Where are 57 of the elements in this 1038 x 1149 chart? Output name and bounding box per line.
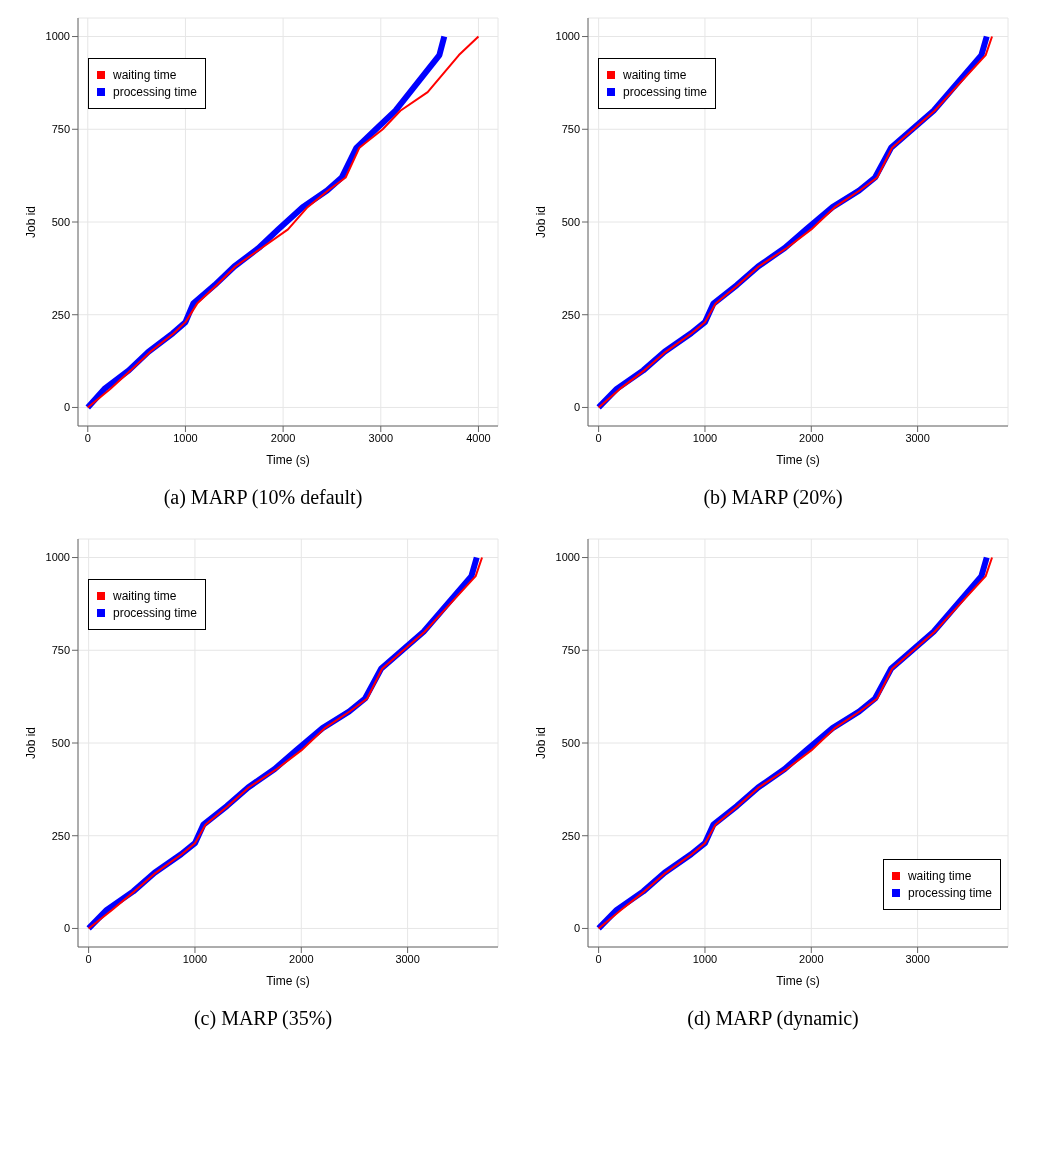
y-tick-label: 250 bbox=[561, 308, 580, 321]
y-tick-label: 250 bbox=[51, 308, 70, 321]
x-tick-label: 0 bbox=[85, 952, 92, 965]
legend-label: processing time bbox=[623, 85, 708, 99]
x-tick-label: 2000 bbox=[270, 431, 296, 444]
y-axis-title: Job id bbox=[24, 205, 39, 239]
x-tick-label: 1000 bbox=[692, 431, 718, 444]
y-axis-title: Job id bbox=[534, 205, 549, 239]
text: (d) MARP (dynamic) bbox=[686, 1007, 860, 1030]
y-tick-label: 1000 bbox=[555, 30, 580, 43]
legend-label: processing time bbox=[113, 85, 198, 99]
x-tick-label: 3000 bbox=[368, 431, 394, 444]
y-axis-title: Job id bbox=[24, 726, 39, 760]
x-tick-label: 3000 bbox=[395, 952, 420, 965]
x-tick-label: 2000 bbox=[799, 952, 824, 965]
y-tick-label: 0 bbox=[63, 401, 70, 414]
legend-label: processing time bbox=[113, 606, 198, 620]
x-tick-label: 2000 bbox=[799, 431, 824, 444]
x-tick-label: 0 bbox=[84, 431, 91, 444]
x-axis-title: Time (s) bbox=[266, 974, 310, 988]
y-tick-label: 500 bbox=[51, 736, 70, 749]
y-tick-label: 750 bbox=[561, 644, 580, 657]
x-axis-title: Time (s) bbox=[266, 453, 310, 467]
y-tick-label: 500 bbox=[561, 736, 580, 749]
y-axis-title: Job id bbox=[534, 726, 549, 760]
x-tick-label: 4000 bbox=[466, 431, 491, 444]
text: (b) MARP (20%) bbox=[702, 486, 844, 509]
x-tick-label: 1000 bbox=[182, 952, 208, 965]
y-tick-label: 750 bbox=[561, 123, 580, 136]
legend-label: waiting time bbox=[623, 68, 687, 82]
legend-label: waiting time bbox=[113, 589, 177, 603]
y-tick-label: 0 bbox=[63, 922, 70, 935]
y-tick-label: 500 bbox=[51, 215, 70, 228]
x-tick-label: 1000 bbox=[173, 431, 198, 444]
y-tick-label: 1000 bbox=[45, 551, 70, 564]
x-tick-label: 1000 bbox=[692, 952, 718, 965]
text: (c) MARP (35%) bbox=[192, 1007, 334, 1030]
legend-label: processing time bbox=[907, 886, 992, 900]
y-tick-label: 1000 bbox=[45, 30, 70, 43]
legend-label: waiting time bbox=[907, 869, 972, 883]
x-tick-label: 0 bbox=[595, 431, 602, 444]
y-tick-label: 1000 bbox=[555, 551, 580, 564]
y-tick-label: 750 bbox=[51, 123, 70, 136]
text: (a) MARP (10% default) bbox=[162, 486, 364, 509]
y-tick-label: 250 bbox=[561, 829, 580, 842]
y-tick-label: 250 bbox=[51, 829, 70, 842]
x-axis-title: Time (s) bbox=[776, 453, 820, 467]
x-tick-label: 3000 bbox=[905, 952, 930, 965]
y-tick-label: 0 bbox=[573, 401, 580, 414]
x-tick-label: 2000 bbox=[289, 952, 314, 965]
x-tick-label: 0 bbox=[595, 952, 602, 965]
x-axis-title: Time (s) bbox=[776, 974, 820, 988]
y-tick-label: 0 bbox=[573, 922, 580, 935]
legend-label: waiting time bbox=[113, 68, 177, 82]
x-tick-label: 3000 bbox=[905, 431, 930, 444]
y-tick-label: 750 bbox=[51, 644, 70, 657]
y-tick-label: 500 bbox=[561, 215, 580, 228]
